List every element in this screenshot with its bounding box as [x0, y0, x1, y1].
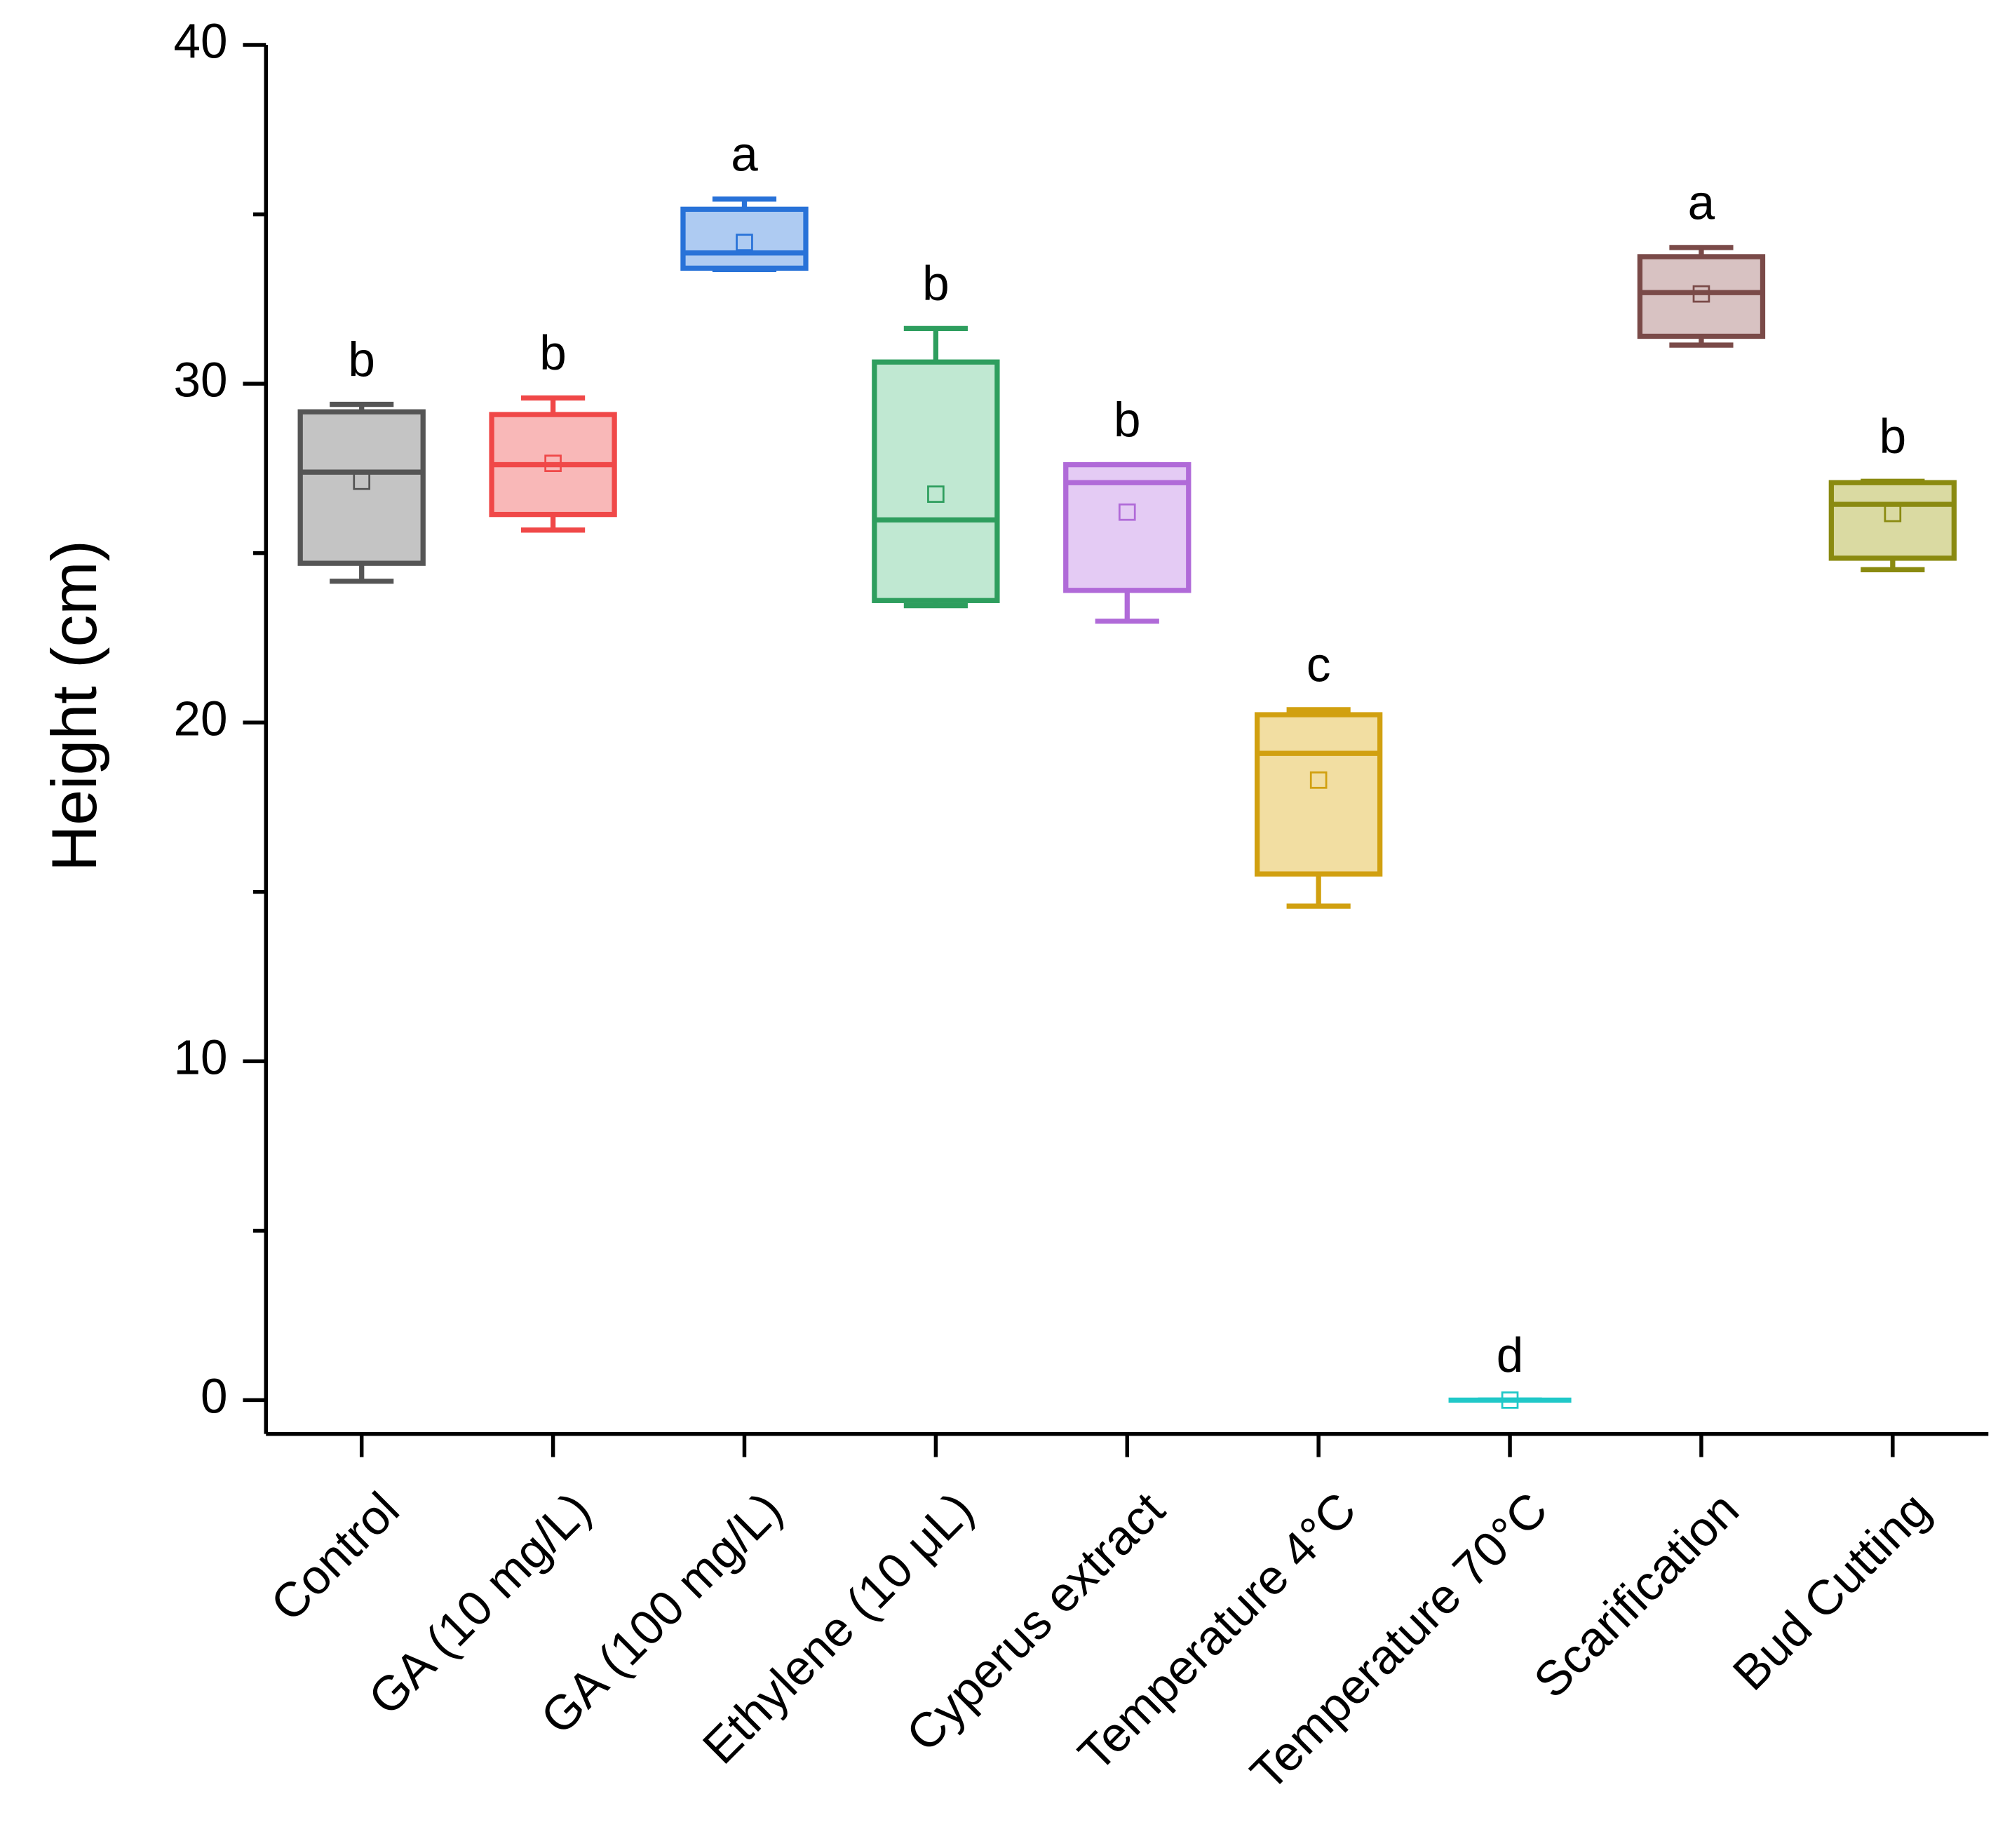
mean-marker [1118, 503, 1136, 521]
mean-marker [1884, 504, 1902, 522]
box [1255, 712, 1383, 877]
x-tick-label: Control [260, 1482, 410, 1632]
y-tick-label: 30 [173, 352, 227, 407]
box [297, 409, 426, 566]
significance-letter: c [1307, 637, 1331, 692]
y-tick-label: 0 [201, 1369, 228, 1424]
significance-letter: b [1879, 409, 1907, 464]
x-tick-label: Scarification [1523, 1482, 1749, 1708]
significance-letter: d [1497, 1328, 1524, 1382]
box [1063, 461, 1191, 593]
significance-letter: a [1688, 175, 1715, 230]
significance-letter: b [539, 325, 567, 380]
significance-letter: a [731, 126, 758, 181]
significance-letter: b [1114, 392, 1141, 447]
y-tick-label: 40 [173, 13, 227, 68]
y-axis-title: Height (cm) [39, 540, 110, 872]
mean-marker [1692, 285, 1710, 303]
y-tick-label: 20 [173, 691, 227, 746]
mean-marker [544, 454, 562, 473]
box [1828, 480, 1957, 561]
mean-marker [736, 234, 753, 252]
box [1637, 254, 1766, 339]
significance-letter: b [348, 332, 375, 386]
x-tick-label: Bud Cutting [1722, 1482, 1940, 1701]
box [872, 359, 1000, 603]
mean-marker [1501, 1391, 1519, 1409]
mean-marker [353, 472, 371, 490]
mean-marker [927, 485, 945, 503]
mean-marker [1309, 771, 1328, 789]
significance-letter: b [922, 256, 950, 311]
box [680, 206, 809, 271]
y-tick-label: 10 [173, 1030, 227, 1085]
